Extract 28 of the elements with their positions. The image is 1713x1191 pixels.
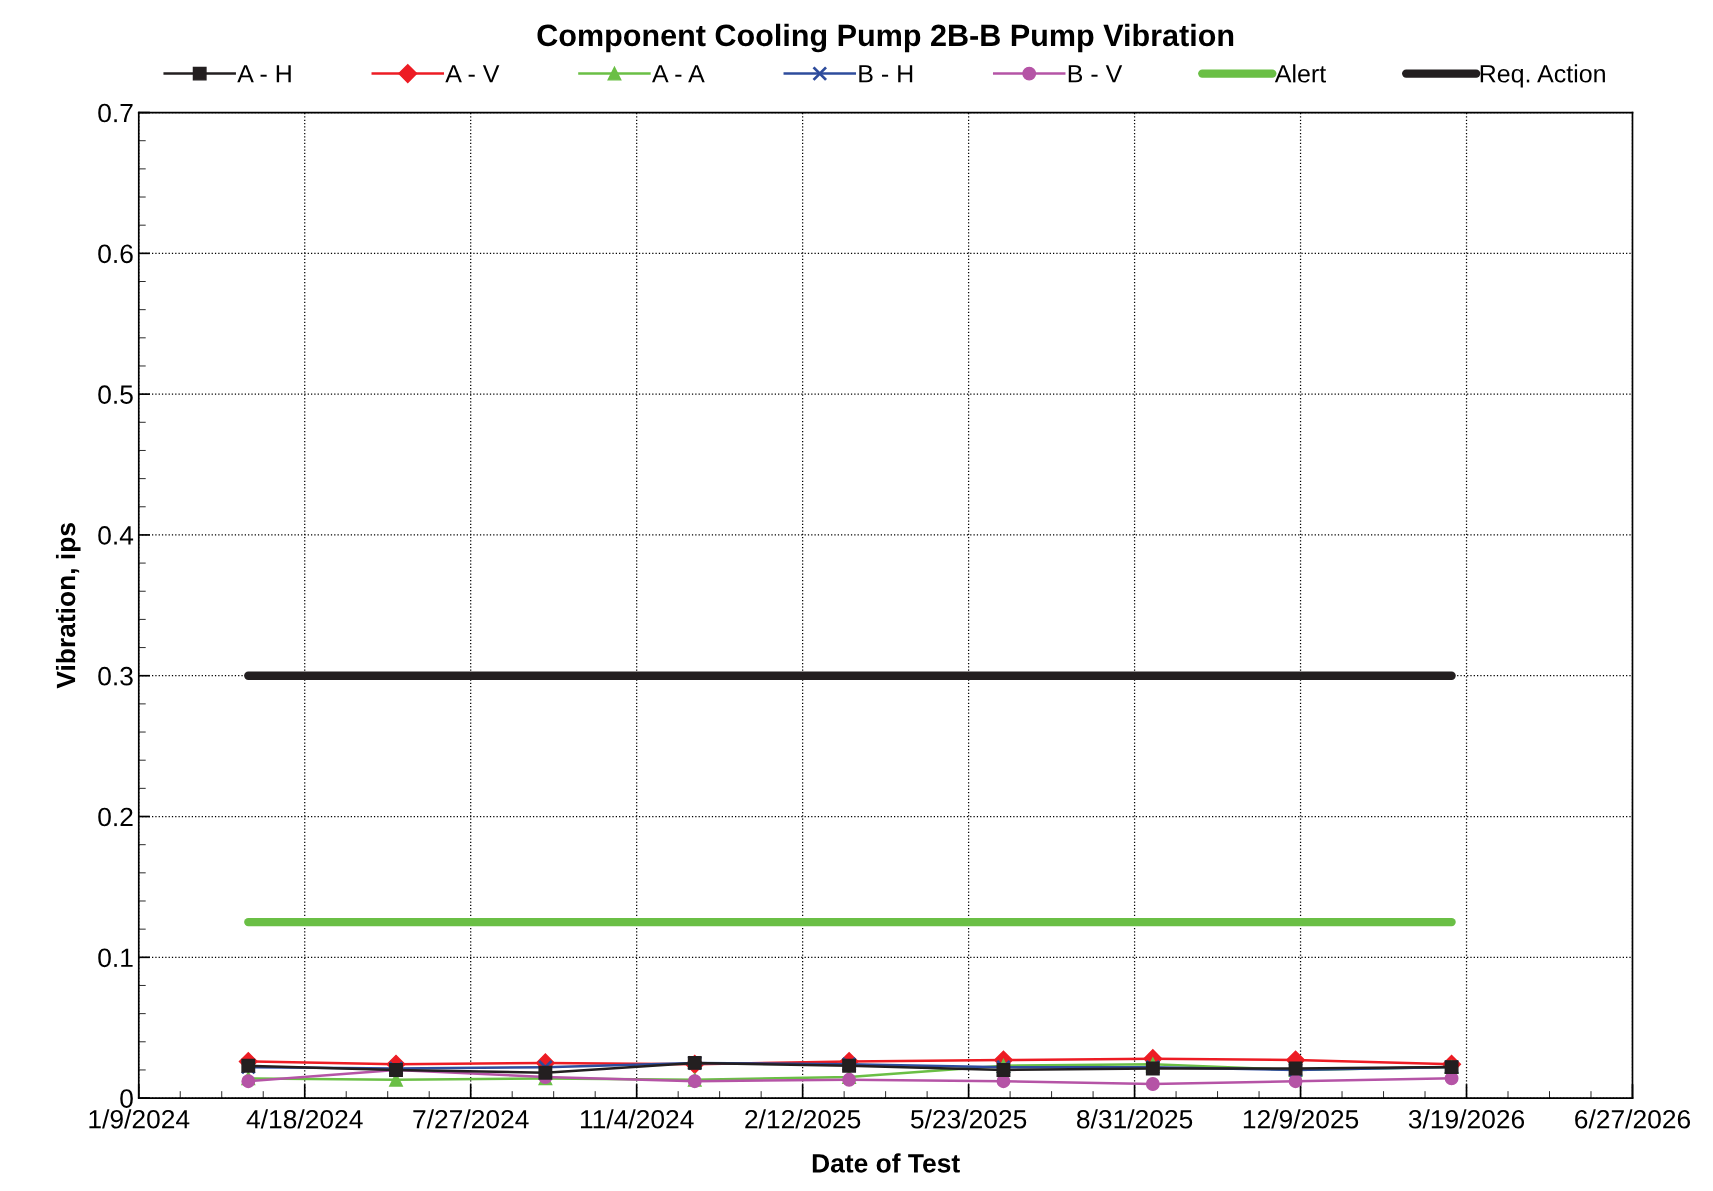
x-tick-label: 12/9/2025	[1243, 1109, 1359, 1129]
x-tick-label: 2/12/2025	[745, 1109, 861, 1129]
y-tick-label: 0.5	[98, 385, 133, 404]
legend-label: Req. Action	[1480, 64, 1605, 88]
x-tick-label: 11/4/2024	[580, 1109, 694, 1129]
legend-label: A - H	[237, 65, 291, 83]
y-tick-label: 0.4	[98, 526, 134, 545]
x-tick-label: 1/9/2024	[89, 1109, 190, 1129]
x-tick-label: 3/19/2026	[1408, 1109, 1525, 1129]
x-tick-label: 5/23/2025	[910, 1109, 1027, 1129]
chart-title: Component Cooling Pump 2B-B Pump Vibration	[537, 23, 1234, 53]
legend-label: A - A	[652, 65, 705, 83]
legend-label: Alert	[1274, 64, 1327, 83]
y-tick-label: 0.2	[98, 807, 133, 827]
y-axis-title: Vibration, ips	[55, 523, 81, 689]
x-tick-label: 4/18/2024	[246, 1109, 363, 1129]
y-tick-label: 0.6	[98, 244, 133, 264]
y-tick-label: 0.7	[98, 103, 133, 123]
y-tick-label: 0.1	[98, 948, 133, 968]
x-tick-label: 6/27/2026	[1575, 1109, 1691, 1129]
y-tick-label: 0.3	[98, 666, 133, 686]
legend-label: B - H	[859, 65, 913, 83]
legend-label: B - V	[1068, 65, 1123, 83]
x-tick-label: 8/31/2025	[1077, 1109, 1193, 1129]
y-tick-label: 0	[120, 1089, 133, 1108]
x-tick-label: 7/27/2024	[413, 1109, 529, 1129]
legend-label: A - V	[445, 65, 500, 83]
x-axis-title: Date of Test	[812, 1153, 960, 1173]
